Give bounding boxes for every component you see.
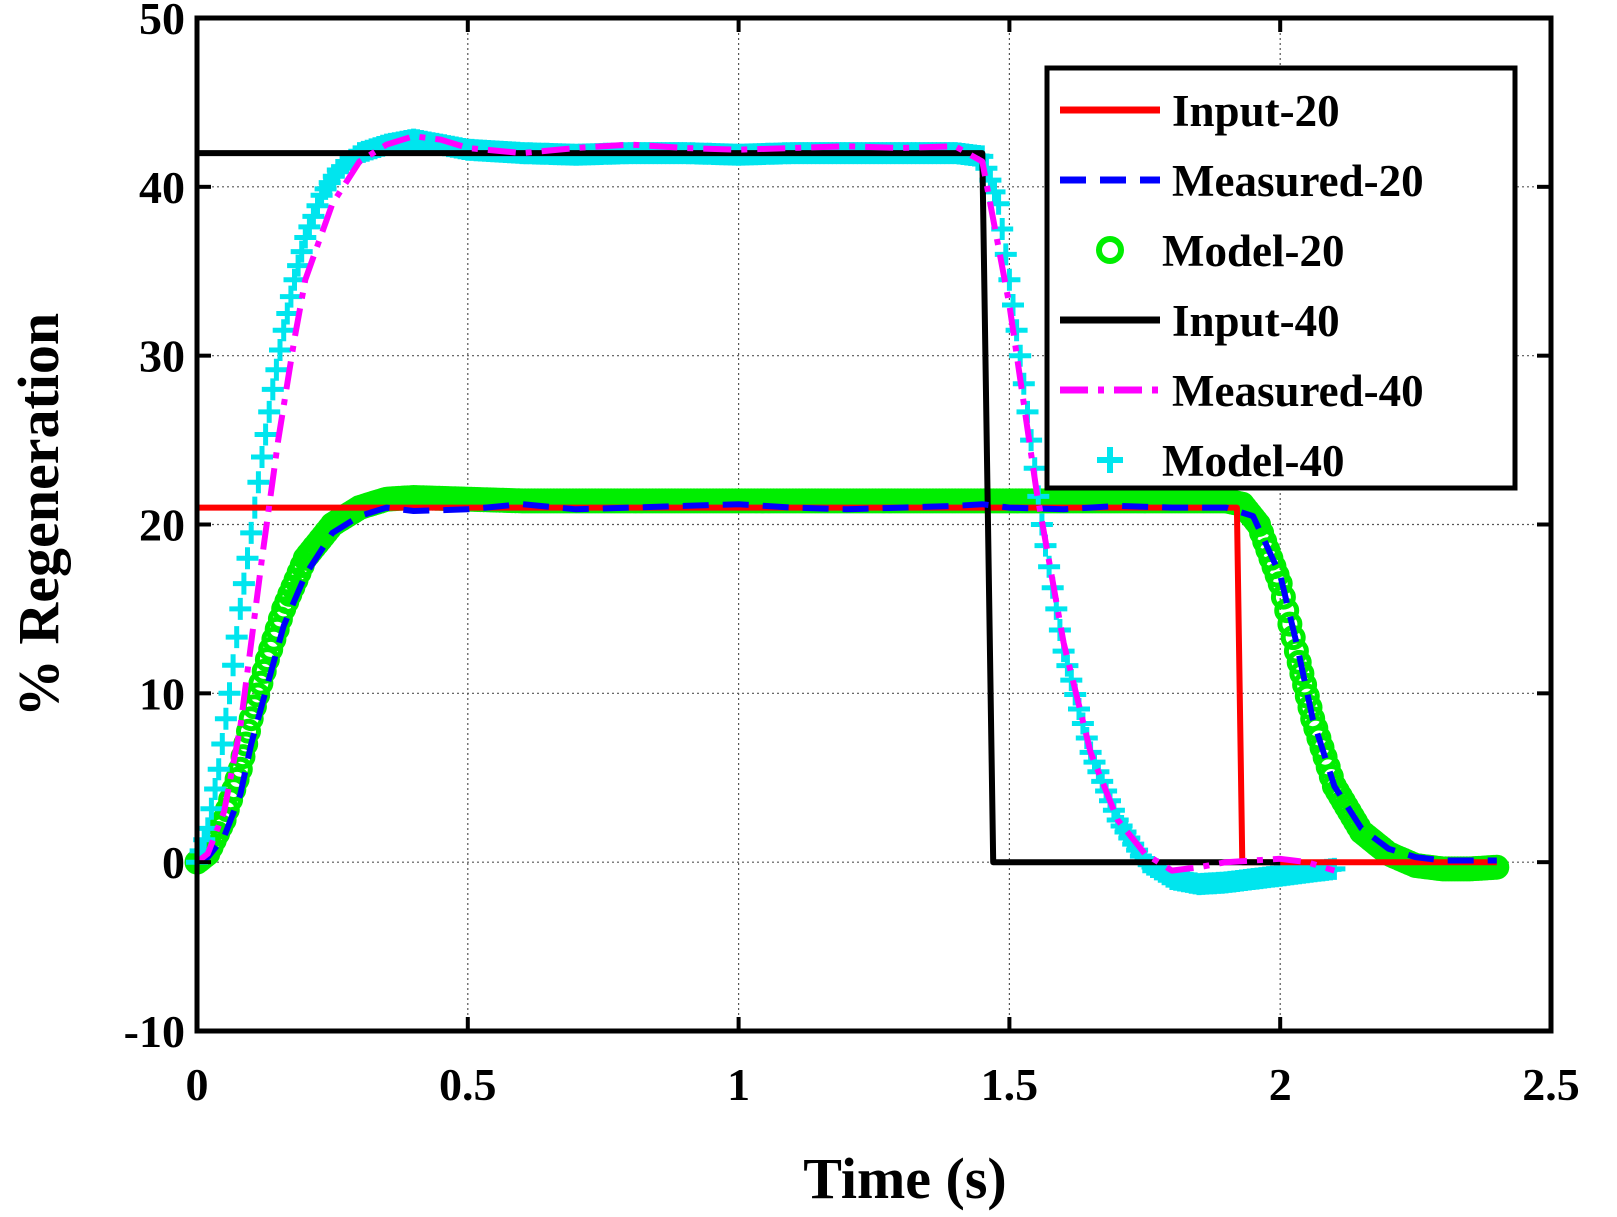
- y-axis-label: % Regeneration: [6, 313, 71, 717]
- series-measured-20: [195, 501, 1497, 865]
- model-40-point: [232, 572, 255, 595]
- model-40-point: [269, 339, 291, 361]
- model-40-point: [204, 778, 227, 800]
- legend-label: Measured-40: [1172, 366, 1424, 416]
- model-20-point: [1277, 611, 1303, 637]
- model-40-point: [240, 521, 263, 544]
- model-40-point: [272, 319, 295, 342]
- series-layer: [184, 128, 1510, 896]
- x-tick-label: 0.5: [439, 1059, 497, 1110]
- model-40-point: [251, 446, 273, 468]
- model-40-point: [214, 707, 237, 730]
- measured-20-line: [195, 501, 1497, 865]
- legend-label: Model-20: [1162, 226, 1344, 276]
- model-40-point: [302, 205, 325, 228]
- legend-label: Measured-20: [1172, 156, 1424, 206]
- model-40-point: [306, 194, 329, 217]
- model-40-point: [276, 302, 299, 325]
- model-40-point: [218, 682, 241, 705]
- model-40-point: [222, 654, 245, 677]
- model-40-point: [994, 243, 1017, 266]
- model-40-point: [1005, 319, 1028, 342]
- model-40-point: [258, 400, 281, 423]
- model-20-point: [236, 718, 261, 744]
- series-input-20: [197, 504, 1497, 866]
- model-20-point: [1484, 854, 1510, 880]
- model-40-point: [261, 378, 284, 401]
- model-40-point: [225, 626, 248, 649]
- legend-item-model-40: Model-40: [1097, 436, 1344, 486]
- legend-plus-icon: [1097, 447, 1123, 473]
- model-40-point: [229, 597, 252, 620]
- model-20-point: [227, 756, 253, 782]
- y-tick-label: 30: [139, 331, 185, 382]
- legend-item-input-20: Input-20: [1060, 86, 1340, 136]
- model-40-point: [211, 733, 234, 755]
- axes: [194, 15, 1554, 1034]
- input-20-line: [197, 504, 1497, 866]
- x-tick-label: 1: [727, 1059, 750, 1110]
- x-tick-label: 1.5: [981, 1059, 1039, 1110]
- model-40-point: [200, 797, 223, 820]
- model-40-point: [265, 358, 288, 381]
- model-40-point: [287, 254, 310, 277]
- y-tick-label: 40: [139, 162, 185, 213]
- model-40-point: [247, 471, 270, 494]
- model-20-point: [1267, 571, 1293, 597]
- model-20-point: [245, 682, 271, 708]
- model-40-point: [1071, 712, 1094, 735]
- model-40-point: [207, 758, 230, 781]
- model-40-point: [294, 226, 317, 249]
- model-40-point: [279, 285, 302, 308]
- y-tick-label: 20: [139, 500, 185, 551]
- model-40-point: [1060, 669, 1083, 692]
- legend: Input-20 Measured-20 Model-20 Input-40 Measu…: [1044, 65, 1518, 491]
- x-tick-label: 2.5: [1522, 1059, 1580, 1110]
- model-40-point: [254, 423, 277, 446]
- legend-item-model-20: Model-20: [1096, 226, 1344, 276]
- grid: [197, 18, 1551, 1031]
- legend-box: [1044, 65, 1518, 491]
- series-measured-40: [195, 133, 1336, 874]
- legend-circle-icon: [1096, 236, 1124, 264]
- model-40-point: [283, 268, 306, 291]
- y-tick-label: 10: [139, 668, 185, 719]
- model-40-point: [298, 215, 321, 238]
- x-tick-label: 2: [1269, 1059, 1292, 1110]
- legend-item-measured-20: Measured-20: [1060, 156, 1424, 206]
- y-tick-label: 0: [162, 837, 185, 888]
- model-20-point: [248, 670, 274, 696]
- legend-label: Input-40: [1172, 296, 1340, 346]
- legend-label: Input-20: [1172, 86, 1340, 136]
- legend-item-input-40: Input-40: [1060, 296, 1340, 346]
- y-tick-label: 50: [139, 0, 185, 44]
- y-tick-label: -10: [124, 1006, 185, 1057]
- x-axis-label: Time (s): [803, 1146, 1007, 1211]
- x-tick-label: 0: [186, 1059, 209, 1110]
- model-40-point: [290, 240, 313, 263]
- series-model-20: [184, 485, 1510, 882]
- legend-item-measured-40: Measured-40: [1060, 366, 1424, 416]
- model-20-point: [1286, 649, 1312, 675]
- legend-label: Model-40: [1162, 436, 1344, 486]
- model-40-point: [236, 547, 259, 570]
- measured-40-line: [195, 133, 1336, 874]
